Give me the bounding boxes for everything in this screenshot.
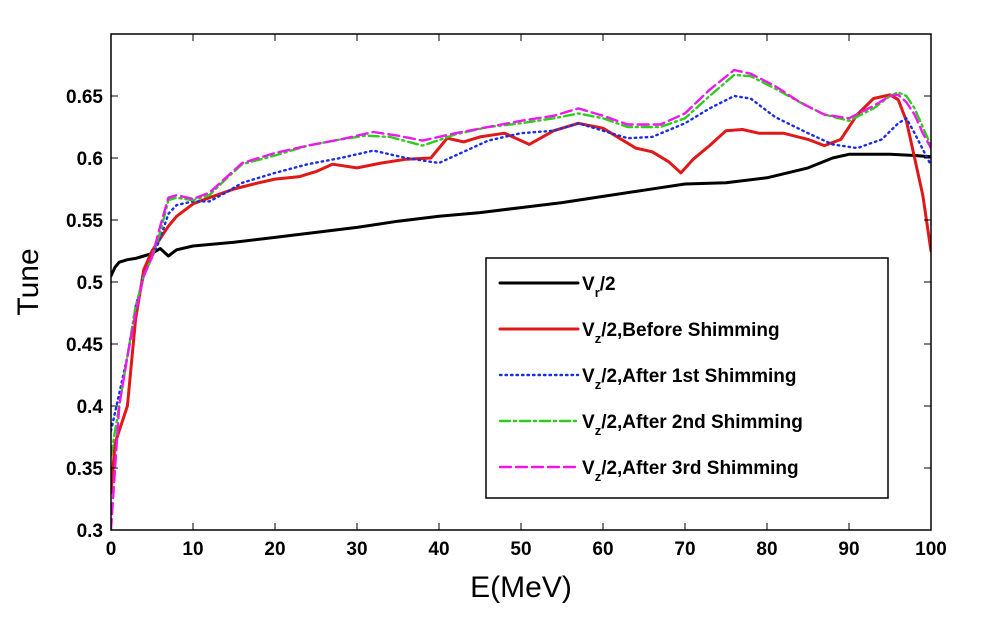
x-tick-label: 90 — [838, 539, 859, 560]
x-tick-label: 80 — [756, 539, 777, 560]
y-tick-label: 0.3 — [77, 521, 103, 542]
y-tick-label: 0.65 — [66, 87, 103, 108]
legend-label-1: Vz/2,Before Shimming — [582, 320, 780, 346]
legend-box — [485, 257, 889, 499]
y-tick-label: 0.55 — [66, 211, 103, 232]
x-tick-label: 70 — [674, 539, 695, 560]
x-tick-label: 60 — [592, 539, 613, 560]
y-tick-label: 0.5 — [77, 273, 104, 294]
y-tick-label: 0.45 — [66, 335, 103, 356]
series-line-4 — [111, 68, 931, 530]
x-axis-label: E(MeV) — [470, 571, 572, 604]
series-line-1 — [111, 93, 931, 495]
y-tick-label: 0.35 — [66, 459, 103, 480]
x-tick-label: 40 — [428, 539, 449, 560]
legend-label-2: Vz/2,After 1st Shimming — [582, 366, 797, 392]
legend-label-3: Vz/2,After 2nd Shimming — [582, 412, 803, 438]
curve-layer — [111, 68, 931, 530]
series-line-0 — [111, 152, 931, 278]
y-tick-label: 0.4 — [77, 397, 104, 418]
x-tick-label: 100 — [915, 539, 947, 560]
x-tick-label: 50 — [510, 539, 531, 560]
x-tick-label: 20 — [264, 539, 285, 560]
tick-layer: 0 10 20 30 40 50 60 70 80 90 100 0.3 0.35 0.4 0.45 0.5 0… — [66, 34, 947, 560]
series-line-2 — [111, 94, 931, 432]
x-tick-label: 0 — [106, 539, 117, 560]
legend-items: Vr/2 Vz/2,Before Shimming Vz/2,After 1st S… — [498, 274, 803, 484]
y-tick-label: 0.6 — [77, 149, 103, 170]
x-tick-label: 10 — [182, 539, 203, 560]
x-tick-label: 30 — [346, 539, 367, 560]
legend-label-4: Vz/2,After 3rd Shimming — [582, 458, 799, 484]
legend-label-0: Vr/2 — [582, 274, 616, 300]
legend: Vr/2 Vz/2,Before Shimming Vz/2,After 1st S… — [485, 257, 889, 499]
y-axis-label: Tune — [12, 248, 45, 315]
